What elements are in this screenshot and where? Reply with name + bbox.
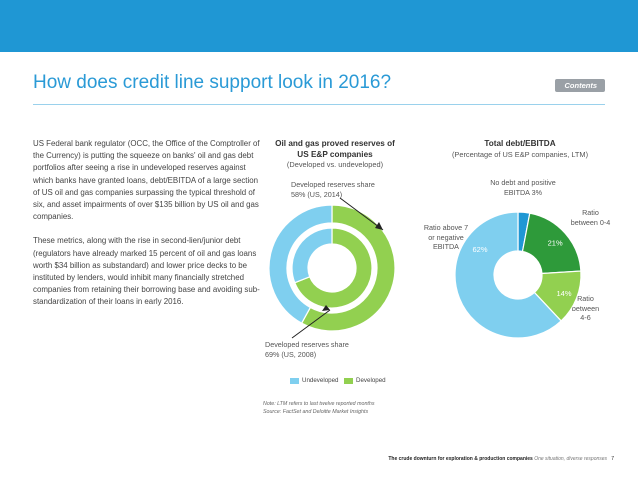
chart1-donut: [268, 204, 396, 332]
chart1-ring1-slice-developed: [294, 227, 373, 309]
legend-undeveloped: Undeveloped: [290, 377, 338, 384]
note-line-2: Source: FactSet and Deloitte Market Insi…: [263, 409, 369, 415]
body-paragraph-2: These metrics, along with the rise in se…: [33, 236, 260, 307]
legend-swatch-undeveloped: [290, 377, 299, 384]
body-paragraph-1: US Federal bank regulator (OCC, the Offi…: [33, 139, 260, 222]
legend-label-undeveloped: Undeveloped: [302, 377, 339, 384]
chart2-data-label-3: 62%: [472, 245, 487, 254]
chart2-slice-1: [521, 212, 582, 275]
chart2-label-ratio-0-4: Ratio between 0-4: [570, 208, 611, 227]
header-bar: [0, 0, 638, 52]
chart1-title: Oil and gas proved reserves of US E&P co…: [275, 139, 395, 159]
chart2-label-ratio-4-6: Ratio between 4-6: [571, 294, 600, 322]
chart2-slice-3: [454, 211, 562, 339]
body-text: US Federal bank regulator (OCC, the Offi…: [33, 138, 263, 321]
chart-notes: Note: LTM refers to last twelve reported…: [263, 400, 374, 416]
note-line-1: Note: LTM refers to last twelve reported…: [263, 401, 375, 407]
chart2-data-label-2: 14%: [557, 289, 572, 298]
chart1-ring0-slice-undeveloped: [268, 204, 333, 325]
chart1-annotation-2014: Developed reserves share 58% (US, 2014): [291, 180, 375, 199]
chart2-label-above-7: Ratio above 7 or negative EBITDA: [423, 223, 469, 251]
chart1-subtitle: (Developed vs. undeveloped): [286, 160, 384, 169]
arrow-2008: [291, 309, 331, 339]
chart2-data-label-1: 21%: [548, 238, 563, 247]
arrow-2014-head: [375, 222, 383, 230]
chart2-subtitle: (Percentage of US E&P companies, LTM): [451, 150, 589, 159]
page-number: 7: [611, 456, 614, 462]
chart1-ring1-slice-undeveloped: [291, 227, 333, 284]
chart1-annotation-2008: Developed reserves share 69% (US, 2008): [265, 340, 349, 359]
legend-developed: Developed: [344, 377, 386, 384]
legend-swatch-developed: [344, 377, 353, 384]
page-title: How does credit line support look in 201…: [33, 72, 392, 93]
title-divider: [33, 104, 605, 105]
page-footer: The crude downturn for exploration & pro…: [388, 456, 614, 462]
footer-subtitle: One situation, diverse responses: [534, 456, 608, 462]
contents-button[interactable]: Contents: [554, 79, 605, 92]
chart1-arrows: [291, 197, 384, 339]
legend-label-developed: Developed: [356, 377, 386, 384]
chart1-ring0-slice-developed: [300, 204, 396, 332]
arrow-2008-head: [322, 305, 330, 311]
footer-title: The crude downturn for exploration & pro…: [388, 456, 533, 462]
chart2-donut: 21% 14% 62%: [454, 211, 582, 339]
chart2-title: Total debt/EBITDA: [484, 139, 556, 148]
chart2-label-no-debt: No debt and positive EBITDA 3%: [490, 178, 556, 197]
arrow-2014: [339, 197, 384, 231]
